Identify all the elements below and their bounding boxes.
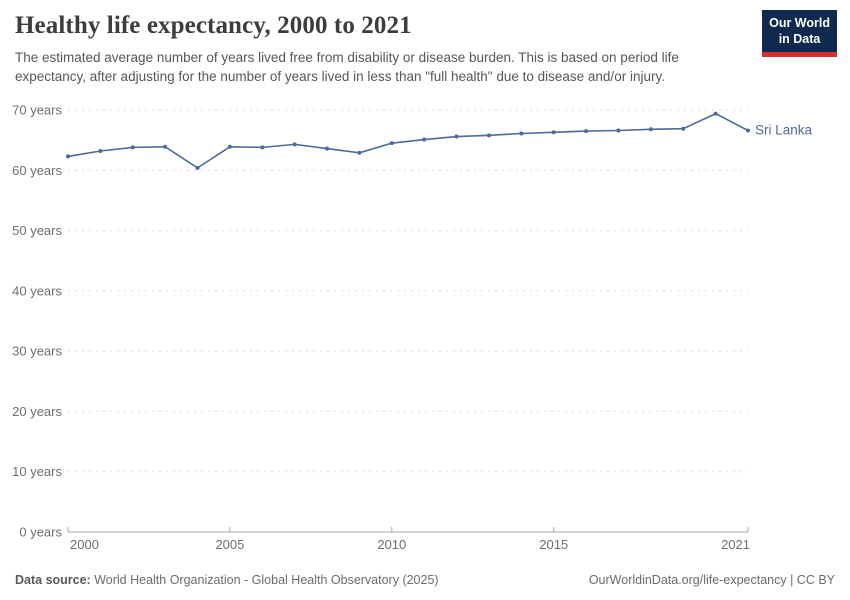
chart-svg[interactable]: 0 years 10 years 20 years 30 years 40 years 5… <box>0 95 850 560</box>
data-point[interactable] <box>486 133 491 138</box>
series-label-sri-lanka[interactable]: Sri Lanka <box>755 122 813 137</box>
y-axis-tick-label: 10 years <box>12 464 62 479</box>
y-axis-tick-label: 20 years <box>12 404 62 419</box>
data-point[interactable] <box>163 144 168 149</box>
x-axis-tick-label: 2015 <box>539 537 568 552</box>
y-axis-tick-label: 60 years <box>12 163 62 178</box>
data-point[interactable] <box>519 131 524 136</box>
data-point[interactable] <box>66 154 70 159</box>
data-point[interactable] <box>98 148 103 153</box>
x-axis-tick-label: 2010 <box>377 537 406 552</box>
data-point[interactable] <box>292 142 297 147</box>
data-point[interactable] <box>713 111 718 116</box>
data-point[interactable] <box>389 141 394 146</box>
y-axis-tick-label: 30 years <box>12 344 62 359</box>
x-axis-tick-label: 2021 <box>721 537 750 552</box>
data-point[interactable] <box>260 145 265 150</box>
chart-footer: Data source: World Health Organization -… <box>15 573 835 587</box>
data-point[interactable] <box>130 145 135 150</box>
data-point[interactable] <box>681 126 686 131</box>
data-point[interactable] <box>195 165 200 170</box>
data-point[interactable] <box>454 134 459 139</box>
y-axis-tick-label: 0 years <box>19 525 62 540</box>
chart-subtitle: The estimated average number of years li… <box>15 50 679 84</box>
data-point[interactable] <box>648 127 653 132</box>
data-point[interactable] <box>357 150 362 155</box>
data-source-note: Data source: World Health Organization -… <box>15 573 439 587</box>
data-source-label: Data source: <box>15 573 91 587</box>
x-axis-tick-label: 2000 <box>70 537 99 552</box>
y-axis-tick-label: 40 years <box>12 283 62 298</box>
data-point[interactable] <box>227 144 232 149</box>
data-point[interactable] <box>746 128 750 133</box>
y-axis-tick-label: 50 years <box>12 223 62 238</box>
data-point[interactable] <box>551 130 556 135</box>
y-axis-tick-label: 70 years <box>12 103 62 118</box>
chart-header: Healthy life expectancy, 2000 to 2021 Th… <box>15 12 732 86</box>
data-source-text: World Health Organization - Global Healt… <box>90 573 439 587</box>
page-title: Healthy life expectancy, 2000 to 2021 <box>15 12 412 39</box>
owid-logo-line1: Our World <box>769 16 830 30</box>
x-axis-tick-label: 2005 <box>215 537 244 552</box>
data-point[interactable] <box>584 129 589 134</box>
owid-logo[interactable]: Our World in Data <box>762 10 837 58</box>
data-point[interactable] <box>422 137 427 142</box>
owid-logo-line2: in Data <box>778 31 821 46</box>
data-point[interactable] <box>616 128 621 133</box>
data-point[interactable] <box>325 146 330 151</box>
footer-link[interactable]: OurWorldinData.org/life-expectancy | CC … <box>588 573 835 587</box>
series-line-sri-lanka <box>67 112 749 169</box>
